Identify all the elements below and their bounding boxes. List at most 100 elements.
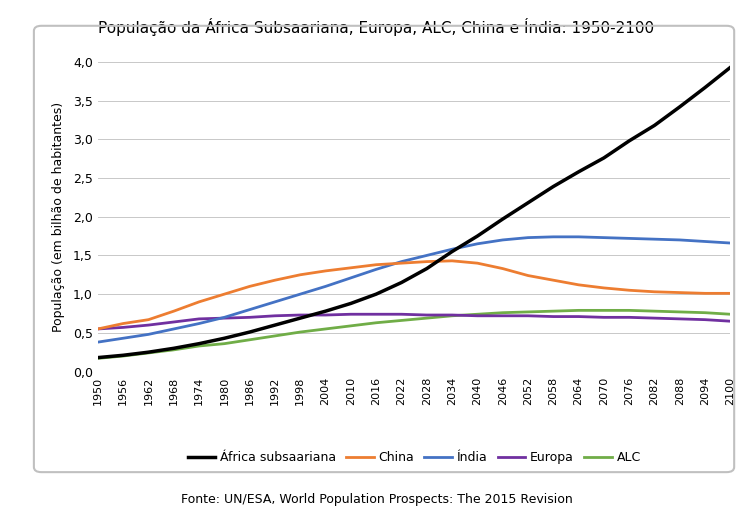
Line: Europa: Europa	[98, 314, 730, 329]
África subsaariana	[574, 169, 583, 175]
Índia	[498, 237, 508, 243]
ALC	[599, 307, 608, 313]
África subsaariana	[473, 233, 482, 239]
Índia	[599, 234, 608, 240]
Índia	[372, 266, 381, 272]
Europa	[397, 311, 406, 317]
ALC	[220, 341, 229, 347]
Índia	[447, 246, 456, 252]
Índia	[523, 234, 532, 240]
África subsaariana	[397, 280, 406, 286]
China	[346, 265, 355, 271]
Índia	[270, 299, 279, 305]
Índia	[625, 235, 634, 241]
China	[473, 260, 482, 266]
China	[245, 283, 255, 289]
Europa	[675, 316, 684, 322]
ALC	[346, 323, 355, 329]
Europa	[270, 313, 279, 319]
China	[599, 285, 608, 291]
Europa	[650, 315, 659, 321]
África subsaariana	[144, 349, 153, 355]
ALC	[700, 310, 709, 316]
China	[169, 308, 178, 314]
ALC	[93, 355, 102, 361]
África subsaariana	[119, 352, 128, 358]
Europa	[296, 312, 305, 318]
África subsaariana	[650, 122, 659, 128]
Europa	[321, 312, 330, 318]
Europa	[574, 313, 583, 319]
China	[625, 287, 634, 293]
ALC	[397, 317, 406, 324]
China	[194, 299, 203, 305]
Índia	[194, 320, 203, 327]
Índia	[422, 252, 431, 259]
China	[321, 268, 330, 274]
África subsaariana	[321, 308, 330, 314]
China	[119, 320, 128, 327]
Line: China: China	[98, 261, 730, 329]
Índia	[726, 240, 735, 246]
África subsaariana	[93, 354, 102, 361]
China	[498, 265, 508, 271]
África subsaariana	[523, 200, 532, 206]
Europa	[523, 313, 532, 319]
Europa	[473, 313, 482, 319]
China	[144, 316, 153, 323]
China	[422, 259, 431, 265]
Europa	[93, 326, 102, 332]
África subsaariana	[194, 341, 203, 347]
Europa	[447, 312, 456, 318]
África subsaariana	[245, 329, 255, 335]
ALC	[270, 333, 279, 339]
Europa	[220, 315, 229, 321]
Índia	[700, 238, 709, 245]
China	[675, 289, 684, 296]
China	[296, 271, 305, 278]
ALC	[726, 311, 735, 317]
Índia	[473, 240, 482, 247]
Europa	[422, 312, 431, 318]
Índia	[549, 234, 558, 240]
Europa	[346, 311, 355, 317]
China	[93, 326, 102, 332]
África subsaariana	[169, 345, 178, 351]
Y-axis label: População (em bilhão de habitantes): População (em bilhão de habitantes)	[52, 102, 65, 332]
Europa	[498, 313, 508, 319]
Text: População da África Subsaariana, Europa, ALC, China e Índia: 1950-2100: População da África Subsaariana, Europa,…	[99, 18, 654, 36]
África subsaariana	[498, 216, 508, 222]
ALC	[675, 309, 684, 315]
ALC	[650, 308, 659, 314]
África subsaariana	[549, 184, 558, 190]
Europa	[726, 318, 735, 324]
China	[270, 277, 279, 283]
China	[549, 277, 558, 283]
ALC	[169, 347, 178, 353]
China	[700, 290, 709, 296]
Europa	[599, 314, 608, 320]
África subsaariana	[422, 265, 431, 271]
China	[726, 290, 735, 296]
Índia	[220, 314, 229, 320]
Europa	[625, 314, 634, 320]
África subsaariana	[726, 64, 735, 71]
China	[220, 291, 229, 297]
África subsaariana	[675, 104, 684, 110]
ALC	[296, 329, 305, 335]
Índia	[650, 236, 659, 243]
Índia	[119, 335, 128, 342]
ALC	[498, 310, 508, 316]
China	[397, 260, 406, 266]
ALC	[321, 326, 330, 332]
África subsaariana	[625, 138, 634, 144]
Europa	[700, 316, 709, 323]
África subsaariana	[296, 315, 305, 321]
Europa	[119, 324, 128, 330]
Line: África subsaariana: África subsaariana	[98, 68, 730, 358]
Índia	[397, 259, 406, 265]
Índia	[574, 234, 583, 240]
Europa	[549, 313, 558, 319]
ALC	[625, 307, 634, 313]
Índia	[245, 307, 255, 313]
